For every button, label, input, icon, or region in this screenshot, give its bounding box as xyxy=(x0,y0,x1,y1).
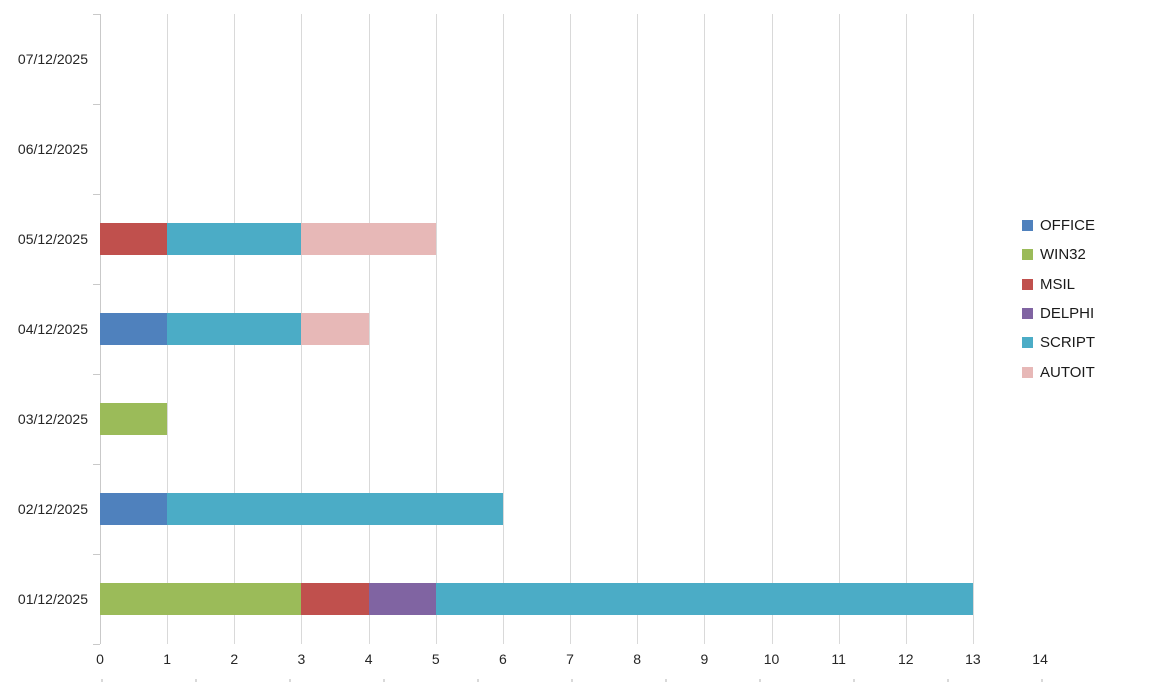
y-axis-label-05-12-2025: 05/12/2025 xyxy=(17,231,88,247)
bar-segment-script-04-12-2025 xyxy=(167,313,302,345)
legend-item-autoit: AUTOIT xyxy=(1022,358,1095,387)
x-axis-label-8: 8 xyxy=(633,651,642,667)
y-axis-label-06-12-2025: 06/12/2025 xyxy=(17,141,88,157)
legend-label-win32: WIN32 xyxy=(1040,246,1086,264)
x-axis-label-2: 2 xyxy=(230,651,239,667)
bottom-edge-tick xyxy=(195,679,197,682)
y-axis-label-02-12-2025: 02/12/2025 xyxy=(17,501,88,517)
bottom-edge-tick xyxy=(571,679,573,682)
legend-swatch-autoit xyxy=(1022,366,1033,378)
gridline-x-7 xyxy=(570,14,572,644)
bottom-edge-tick xyxy=(853,679,855,682)
category-axis-tick xyxy=(93,14,100,15)
gridline-x-6 xyxy=(502,14,504,644)
gridline-x-4 xyxy=(368,14,370,644)
x-axis-label-10: 10 xyxy=(763,651,780,667)
legend-item-office: OFFICE xyxy=(1022,211,1095,240)
y-axis-label-07-12-2025: 07/12/2025 xyxy=(17,51,88,67)
x-axis-label-4: 4 xyxy=(364,651,373,667)
category-axis-tick xyxy=(93,464,100,465)
legend-swatch-msil xyxy=(1022,278,1033,290)
legend-label-autoit: AUTOIT xyxy=(1040,363,1095,381)
bar-segment-win32-03-12-2025 xyxy=(100,403,168,435)
x-axis-label-1: 1 xyxy=(163,651,172,667)
legend-swatch-office xyxy=(1022,220,1033,231)
legend-label-office: OFFICE xyxy=(1040,217,1095,234)
gridline-x-10 xyxy=(771,14,773,644)
x-axis-label-0: 0 xyxy=(96,651,104,667)
bar-segment-delphi-01-12-2025 xyxy=(368,583,436,615)
category-axis-tick xyxy=(93,104,100,105)
category-axis-tick xyxy=(93,554,100,555)
legend-item-win32: WIN32 xyxy=(1022,240,1086,269)
gridline-x-12 xyxy=(905,14,907,644)
category-axis-tick xyxy=(93,644,100,645)
gridline-x-9 xyxy=(704,14,706,644)
category-axis-tick xyxy=(93,194,100,195)
legend-swatch-win32 xyxy=(1022,249,1033,261)
x-axis-label-7: 7 xyxy=(566,651,574,667)
legend-swatch-script xyxy=(1022,337,1033,349)
bar-segment-script-02-12-2025 xyxy=(167,493,503,525)
bar-segment-script-05-12-2025 xyxy=(167,223,302,255)
bottom-edge-tick xyxy=(665,679,667,682)
legend-label-delphi: DELPHI xyxy=(1040,304,1095,322)
legend-item-script: SCRIPT xyxy=(1022,328,1095,357)
bottom-edge-tick xyxy=(1041,679,1043,682)
y-axis-label-01-12-2025: 01/12/2025 xyxy=(17,591,88,607)
gridline-x-13 xyxy=(972,14,974,644)
bottom-edge-tick xyxy=(289,679,291,682)
bottom-edge-tick xyxy=(101,679,103,682)
x-axis-label-9: 9 xyxy=(700,651,709,667)
bottom-edge-tick xyxy=(947,679,949,682)
bar-segment-office-02-12-2025 xyxy=(100,493,168,525)
y-axis-label-04-12-2025: 04/12/2025 xyxy=(17,321,88,337)
x-axis-label-6: 6 xyxy=(498,651,507,667)
legend-item-delphi: DELPHI xyxy=(1022,299,1094,328)
x-axis-label-12: 12 xyxy=(898,651,914,667)
category-axis-tick xyxy=(93,284,100,285)
bar-segment-win32-01-12-2025 xyxy=(100,583,302,615)
bottom-edge-tick xyxy=(759,679,761,682)
legend-swatch-delphi xyxy=(1022,307,1033,319)
category-axis-tick xyxy=(93,374,100,375)
gridline-x-8 xyxy=(637,14,639,644)
gridline-x-5 xyxy=(435,14,437,644)
x-axis-label-14: 14 xyxy=(1032,651,1048,667)
legend-label-script: SCRIPT xyxy=(1040,334,1096,352)
x-axis-label-5: 5 xyxy=(431,651,440,667)
bottom-edge-tick xyxy=(383,679,385,682)
legend-item-msil: MSIL xyxy=(1022,270,1075,299)
bar-segment-msil-05-12-2025 xyxy=(100,223,168,255)
legend-label-msil: MSIL xyxy=(1040,275,1076,293)
x-axis-label-3: 3 xyxy=(297,651,306,667)
y-axis-label-03-12-2025: 03/12/2025 xyxy=(17,411,88,427)
bar-segment-office-04-12-2025 xyxy=(100,313,168,345)
bar-segment-autoit-04-12-2025 xyxy=(301,313,369,345)
bar-segment-script-01-12-2025 xyxy=(435,583,973,615)
x-axis-label-11: 11 xyxy=(831,651,846,667)
bar-segment-msil-01-12-2025 xyxy=(301,583,369,615)
bottom-edge-tick xyxy=(477,679,479,682)
bar-segment-autoit-05-12-2025 xyxy=(301,223,436,255)
x-axis-label-13: 13 xyxy=(965,651,981,667)
gridline-x-11 xyxy=(838,14,840,644)
